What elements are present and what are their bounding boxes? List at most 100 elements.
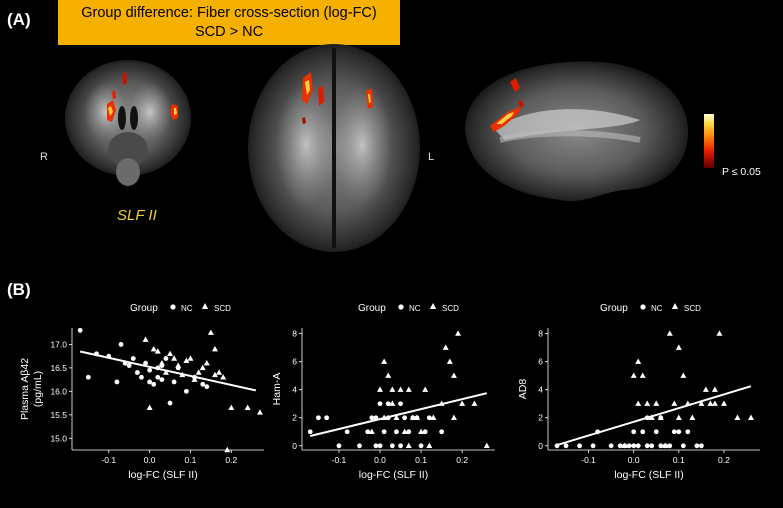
nc-point <box>204 384 210 390</box>
legend-scd-marker <box>201 303 209 309</box>
scd-point <box>666 330 673 336</box>
scd-point <box>442 344 449 350</box>
scd-point <box>207 329 214 335</box>
nc-point <box>671 429 677 435</box>
scd-point <box>211 371 218 378</box>
scd-point <box>405 386 412 392</box>
x-tick-label: -0.1 <box>581 455 596 465</box>
scd-point <box>450 372 457 378</box>
scd-point <box>401 428 408 434</box>
x-tick-label: 0.2 <box>456 455 468 465</box>
nc-point <box>151 381 157 387</box>
scd-point <box>639 372 646 378</box>
nc-point <box>608 443 614 449</box>
nc-point <box>398 443 403 449</box>
scd-point <box>146 404 153 410</box>
scd-point <box>689 414 696 420</box>
y-tick-label: 17.0 <box>50 339 67 349</box>
nc-point <box>649 443 655 449</box>
y-tick-label: 0 <box>538 441 543 451</box>
scd-point <box>377 386 384 392</box>
scd-point <box>422 386 429 392</box>
nc-point <box>139 374 144 380</box>
nc-point <box>316 415 321 421</box>
nc-point <box>422 429 428 435</box>
scd-point <box>179 371 186 378</box>
nc-point <box>365 429 371 435</box>
x-tick-label: 0.1 <box>415 455 427 465</box>
scd-point <box>426 442 433 448</box>
scd-point <box>734 414 741 420</box>
nc-point <box>130 356 136 361</box>
nc-point <box>324 415 330 421</box>
nc-point <box>307 429 313 435</box>
legend-nc-label: NC <box>651 304 663 313</box>
nc-point <box>344 429 350 435</box>
scd-point <box>199 364 206 371</box>
scd-point <box>413 414 420 420</box>
x-tick-label: -0.1 <box>101 455 116 465</box>
scd-point <box>256 409 263 415</box>
y-axis-label: Ham-A <box>271 373 283 406</box>
panel-a-title-line1: Group difference: Fiber cross-section (l… <box>81 5 377 21</box>
x-tick-label: 0.0 <box>374 455 386 465</box>
x-tick-label: 0.2 <box>225 455 237 465</box>
scd-point <box>471 400 478 406</box>
nc-point <box>385 401 391 407</box>
y-tick-label: 8 <box>538 329 543 339</box>
scd-point <box>450 414 457 420</box>
nc-point <box>406 429 412 435</box>
legend-title: Group <box>358 303 386 314</box>
legend-title: Group <box>600 303 628 314</box>
nc-point <box>167 400 173 406</box>
scd-point <box>220 374 227 380</box>
nc-point <box>200 381 206 387</box>
nc-point <box>122 360 128 366</box>
scd-point <box>211 345 218 352</box>
nc-point <box>118 342 124 347</box>
y-tick-label: 2 <box>292 413 297 423</box>
nc-point <box>418 443 424 449</box>
nc-point <box>85 374 91 380</box>
nc-point <box>554 443 560 449</box>
scd-point <box>381 358 388 364</box>
y-tick-label: 4 <box>538 385 543 395</box>
scd-point <box>409 414 416 420</box>
scd-point <box>389 400 396 406</box>
nc-point <box>373 443 379 449</box>
scd-point <box>747 414 754 420</box>
nc-point <box>171 379 177 385</box>
p-value-colorbar <box>704 114 714 168</box>
scd-point <box>720 400 727 406</box>
regression-line <box>309 392 488 437</box>
scd-point <box>446 358 453 364</box>
nc-point <box>134 370 140 375</box>
y-axis-label: Plasma Aβ42 <box>19 358 31 420</box>
y-axis-label: (pg/mL) <box>32 371 44 407</box>
scd-point <box>657 414 664 420</box>
y-tick-label: 16.5 <box>50 363 67 373</box>
nc-point <box>385 415 391 421</box>
y-tick-label: 8 <box>292 329 297 339</box>
scd-point <box>187 355 194 361</box>
scd-point <box>393 414 400 420</box>
coronal-slice <box>65 60 191 186</box>
scd-point <box>675 414 682 420</box>
nc-point <box>369 415 375 421</box>
scd-point <box>483 442 490 448</box>
scd-point <box>635 400 642 406</box>
nc-point <box>635 443 641 449</box>
scd-point <box>707 400 714 406</box>
nc-point <box>147 379 153 385</box>
nc-point <box>640 429 646 435</box>
scd-point <box>224 446 231 453</box>
scd-point <box>216 369 223 375</box>
nc-point <box>667 443 673 449</box>
panel-a-title-box: Group difference: Fiber cross-section (l… <box>58 0 400 45</box>
nc-point <box>106 353 112 359</box>
nc-point <box>644 443 650 449</box>
y-tick-label: 6 <box>292 357 297 367</box>
y-tick-label: 15.0 <box>50 433 67 443</box>
scd-point <box>389 386 396 392</box>
scd-point <box>630 372 637 378</box>
